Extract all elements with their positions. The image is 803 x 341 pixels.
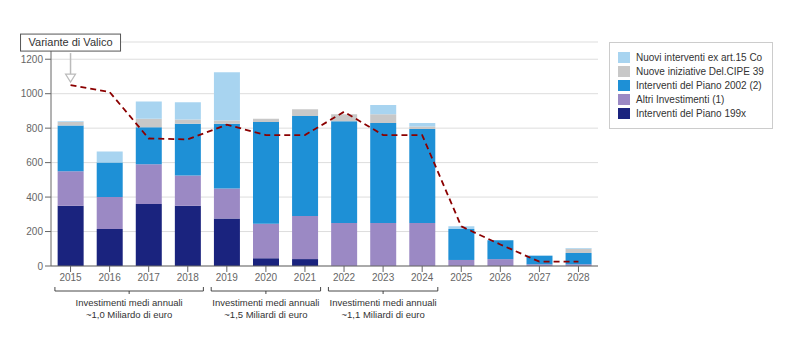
- svg-text:Variante di Valico: Variante di Valico: [29, 36, 113, 48]
- html-text:Nuove iniziative Del.CIPE 39: Nuove iniziative Del.CIPE 39: [636, 66, 764, 77]
- svg-text:Investimenti medi annuali: Investimenti medi annuali: [76, 297, 183, 308]
- svg-text:2019: 2019: [216, 272, 239, 283]
- svg-text:2028: 2028: [567, 272, 590, 283]
- html-text:Interventi del Piano 2002 (2): Interventi del Piano 2002 (2): [636, 80, 762, 91]
- svg-text:2027: 2027: [528, 272, 551, 283]
- svg-text:Investimenti medi annuali: Investimenti medi annuali: [212, 297, 319, 308]
- svg-text:~1,5 Miliardi di euro: ~1,5 Miliardi di euro: [224, 309, 307, 320]
- svg-text:0: 0: [37, 261, 43, 272]
- svg-text:2026: 2026: [489, 272, 512, 283]
- svg-text:~1,1 Miliardi di euro: ~1,1 Miliardi di euro: [342, 309, 425, 320]
- svg-text:2018: 2018: [177, 272, 200, 283]
- svg-text:2025: 2025: [450, 272, 473, 283]
- html-text:Nuovi interventi ex art.15 Co: Nuovi interventi ex art.15 Co: [636, 52, 763, 63]
- svg-text:1200: 1200: [21, 54, 44, 65]
- svg-text:1000: 1000: [21, 88, 44, 99]
- svg-text:2021: 2021: [294, 272, 317, 283]
- html-text:Interventi del Piano 199x: Interventi del Piano 199x: [636, 108, 747, 119]
- svg-text:Investimenti medi annuali: Investimenti medi annuali: [330, 297, 437, 308]
- svg-text:2020: 2020: [255, 272, 278, 283]
- svg-text:2022: 2022: [333, 272, 356, 283]
- svg-text:~1,0 Miliardo di euro: ~1,0 Miliardo di euro: [86, 309, 172, 320]
- html-text:Altri Investimenti (1): Altri Investimenti (1): [636, 94, 725, 105]
- svg-text:200: 200: [26, 226, 43, 237]
- svg-text:800: 800: [26, 123, 43, 134]
- svg-text:2024: 2024: [411, 272, 434, 283]
- svg-text:2015: 2015: [59, 272, 82, 283]
- svg-text:600: 600: [26, 157, 43, 168]
- svg-text:400: 400: [26, 192, 43, 203]
- svg-text:2016: 2016: [98, 272, 121, 283]
- svg-text:2017: 2017: [138, 272, 161, 283]
- svg-text:2023: 2023: [372, 272, 395, 283]
